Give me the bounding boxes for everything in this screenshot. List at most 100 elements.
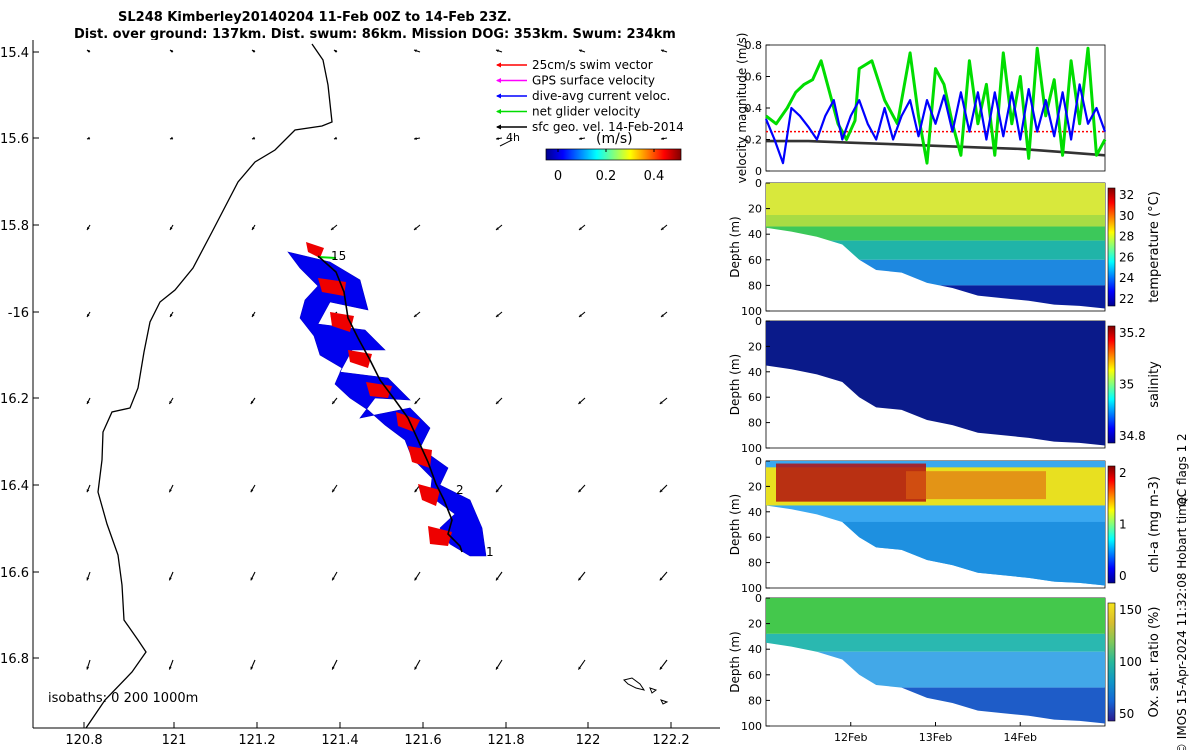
legend-arrowhead	[496, 62, 501, 68]
current-arrowhead	[579, 314, 582, 317]
current-arrowhead	[250, 489, 254, 493]
net-velocity-marker	[317, 256, 337, 259]
section-ylabel: Depth (m)	[728, 494, 742, 555]
swim-vector-patch	[318, 278, 346, 296]
section-ylabel: Depth (m)	[728, 216, 742, 277]
current-arrowhead	[496, 401, 499, 404]
current-arrowhead	[496, 489, 499, 493]
section-ylabel: Depth (m)	[728, 354, 742, 415]
depth-tick-label: 40	[748, 506, 762, 519]
glider-track	[317, 255, 463, 553]
velocity-ytick-label: 0	[755, 165, 762, 178]
depth-tick-label: 80	[748, 279, 762, 292]
current-arrow-field	[86, 49, 668, 670]
current-arrowhead	[661, 137, 664, 140]
section-ylabel: Depth (m)	[728, 631, 742, 692]
speed-colorbar	[545, 148, 682, 161]
current-arrowhead	[332, 666, 335, 670]
depth-tick-label: 80	[748, 417, 762, 430]
colorbar-tick-label: 50	[1119, 707, 1134, 721]
dive-current-swath	[287, 251, 487, 557]
colorbar-tick-label: 100	[1119, 655, 1142, 669]
current-arrowhead	[334, 50, 337, 53]
current-arrowhead	[332, 489, 335, 493]
map-y-tick-label: 16.6	[0, 566, 29, 581]
colorbar-tick-label: 2	[1119, 466, 1127, 480]
chl-patch	[906, 471, 1046, 500]
velocity-ytick-label: 0.4	[745, 102, 763, 115]
current-arrowhead	[414, 401, 418, 404]
duration-arrow	[499, 139, 513, 147]
time-tick-label: 14Feb	[1004, 731, 1037, 744]
map-y-tick-label: -16	[8, 306, 29, 321]
colorbar-tick-label: 35	[1119, 378, 1134, 392]
section-colorbar	[1107, 465, 1116, 584]
current-arrowhead	[250, 577, 254, 581]
legend-arrowhead	[496, 124, 501, 130]
section-panel-chl: 2 1 0 chl-a (mg m-3) Depth (m) 0 20 40 60 80 100	[728, 455, 1162, 595]
map-x-tick-label: 122.2	[652, 733, 689, 748]
current-arrowhead	[86, 401, 90, 404]
legend-label: sfc geo. vel. 14-Feb-2014	[532, 120, 684, 134]
map-y-tick-label: 16.2	[0, 392, 29, 407]
speed-colorbar-tick-label: 0.2	[596, 169, 617, 184]
depth-tick-label: 60	[748, 531, 762, 544]
colorbar-tick-label: 22	[1119, 292, 1134, 306]
current-arrowhead	[252, 50, 255, 53]
current-arrowhead	[252, 227, 255, 230]
current-arrowhead	[169, 401, 172, 404]
island	[623, 677, 646, 691]
current-arrowhead	[414, 227, 417, 230]
colorbar-tick-label: 1	[1119, 518, 1127, 532]
current-arrowhead	[659, 401, 663, 404]
track-label-2: 2	[456, 483, 464, 497]
depth-tick-label: 60	[748, 669, 762, 682]
depth-tick-label: 80	[748, 694, 762, 707]
legend-arrowhead	[496, 78, 501, 83]
map-x-tick-label: 121	[162, 733, 187, 748]
map-x-tick-label: 121.2	[238, 733, 275, 748]
series-sfc-geo-vel-	[766, 139, 1106, 157]
qc-flags-label: QC flags 1 2	[1175, 433, 1189, 506]
time-tick-label: 12Feb	[834, 731, 867, 744]
current-arrowhead	[252, 314, 255, 317]
current-arrowhead	[414, 49, 417, 53]
colorbar-tick-label: 34.8	[1119, 429, 1146, 443]
velocity-panel: velocity magnitude (m/s) 0 0.2 0.4 0.6 0.8	[735, 33, 1107, 183]
map-y-tick-label: 16.8	[0, 652, 29, 667]
current-arrowhead	[659, 666, 663, 670]
depth-tick-label: 40	[748, 643, 762, 656]
depth-tick-label: 60	[748, 254, 762, 267]
current-arrowhead	[331, 227, 334, 230]
current-arrowhead	[579, 137, 582, 140]
current-arrowhead	[661, 49, 664, 53]
map-x-tick-label: 121.4	[321, 733, 358, 748]
current-arrowhead	[496, 314, 499, 317]
section-layer	[766, 215, 1105, 227]
map-y-tick-label: 15.8	[0, 219, 29, 234]
depth-tick-label: 20	[748, 480, 762, 493]
section-panel-ox: 150 100 50 Ox. sat. ratio (%) Depth (m) 0 20 40…	[728, 592, 1162, 733]
current-arrowhead	[414, 577, 418, 581]
velocity-ytick-label: 0.2	[745, 134, 763, 147]
current-arrowhead	[86, 666, 90, 670]
depth-tick-label: 100	[741, 582, 762, 595]
current-arrowhead	[414, 314, 417, 317]
map-x-tick-label: 121.8	[487, 733, 524, 748]
current-arrowhead	[169, 577, 172, 581]
current-arrowhead	[661, 227, 664, 230]
section-layer	[766, 226, 1105, 241]
colorbar-tick-label: 35.2	[1119, 326, 1146, 340]
section-layer	[766, 598, 1105, 634]
current-arrowhead	[170, 50, 173, 53]
colorbar-tick-label: 26	[1119, 250, 1134, 264]
map-legend: 25cm/s swim vector GPS surface velocitydi…	[496, 58, 684, 134]
current-arrowhead	[168, 666, 172, 670]
depth-tick-label: 20	[748, 203, 762, 216]
speed-colorbar-tick-label: 0	[554, 169, 562, 184]
track-label-1: 1	[486, 545, 494, 559]
current-arrowhead	[334, 136, 337, 140]
current-arrowhead	[578, 666, 582, 670]
velocity-ytick-label: 0.8	[745, 39, 763, 52]
map-y-tick-label: 16.4	[0, 479, 29, 494]
